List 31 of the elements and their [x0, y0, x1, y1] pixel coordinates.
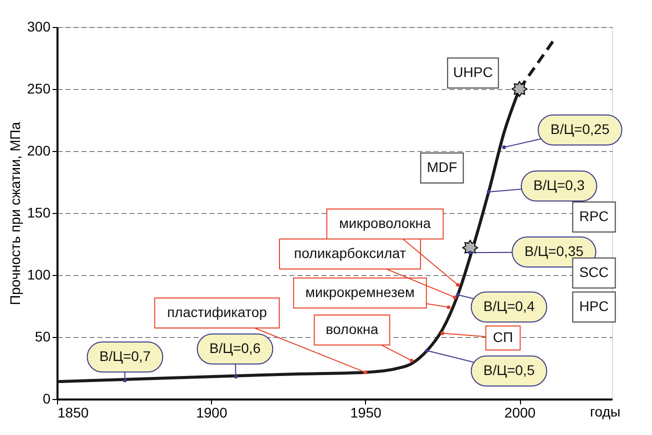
- y-tick-label: 300: [27, 18, 51, 34]
- y-tick-label: 100: [27, 266, 51, 282]
- y-tick-label: 150: [27, 204, 51, 220]
- annotation: В/Ц=0,7: [99, 348, 151, 364]
- y-tick-label: 250: [27, 80, 51, 96]
- annotation: В/Ц=0,3: [533, 177, 585, 193]
- annotation: волокна: [326, 321, 378, 337]
- x-tick-label: 1850: [58, 404, 89, 420]
- annotation: SCC: [579, 264, 609, 280]
- y-tick-label: 50: [34, 328, 51, 344]
- annotation: В/Ц=0,35: [524, 243, 584, 259]
- annotation: поликарбоксилат: [294, 245, 407, 261]
- annotation: В/Ц=0,4: [483, 298, 535, 314]
- annotation: пластификатор: [167, 304, 268, 320]
- x-tick-label: 1950: [350, 404, 382, 420]
- annotation: MDF: [426, 159, 458, 175]
- x-axis-title: годы: [590, 404, 620, 420]
- annotation: В/Ц=0,25: [550, 121, 610, 137]
- x-tick-label: 2000: [504, 404, 536, 420]
- y-axis-title: Прочность при сжатии, МПа: [7, 122, 24, 306]
- annotation: микроволокна: [339, 215, 432, 231]
- y-tick-label: 0: [42, 390, 51, 406]
- x-tick-label: 1900: [196, 404, 228, 420]
- annotation: RPC: [579, 208, 609, 224]
- annotation: СП: [492, 329, 514, 345]
- annotation: В/Ц=0,6: [209, 340, 261, 356]
- annotation: UHPC: [453, 64, 493, 80]
- annotation: В/Ц=0,5: [483, 362, 535, 378]
- annotation: HPC: [579, 298, 609, 314]
- y-tick-label: 200: [27, 142, 51, 158]
- annotation: микрокремнезем: [305, 284, 415, 300]
